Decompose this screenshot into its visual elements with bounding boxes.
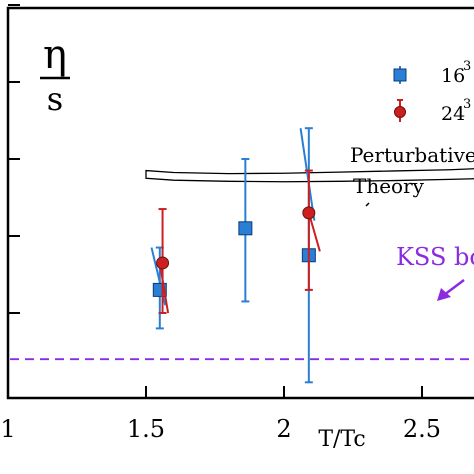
x-axis-label-text: T/Tc — [318, 427, 365, 452]
legend: 16 3 24 3 — [393, 59, 471, 125]
perturbative-label-line1: Perturbative — [350, 143, 474, 167]
x-ticks: 1 1.5 2 2.5 — [0, 386, 441, 443]
data-points — [150, 127, 321, 384]
square-marker — [238, 221, 253, 236]
series-1-point-1 — [302, 169, 321, 291]
legend-24-marker — [394, 106, 406, 118]
systematic-line — [158, 262, 170, 314]
series-1-point-0 — [156, 208, 170, 314]
perturbative-pointer — [365, 202, 370, 207]
y-ticks — [8, 4, 20, 314]
x-tick-label: 2.5 — [403, 415, 441, 443]
plot-frame — [6, 6, 474, 400]
x-axis-label: T/Tc — [318, 427, 365, 452]
systematic-line — [299, 128, 316, 221]
perturbative-label-line2: Theory — [353, 174, 425, 198]
x-tick-label: 1 — [0, 415, 15, 443]
legend-16-marker — [393, 68, 407, 82]
kss-bound-label: KSS bo — [396, 243, 474, 271]
legend-24-label: 24 — [441, 103, 465, 125]
series-0-point-1 — [238, 158, 253, 303]
kss-arrow — [437, 279, 465, 301]
systematic-line — [307, 212, 321, 252]
perturbative-theory-band — [145, 168, 474, 183]
x-tick-label: 2 — [276, 415, 291, 443]
x-tick-label: 1.5 — [127, 415, 165, 443]
legend-16-label: 16 — [441, 65, 465, 87]
legend-24-superscript: 3 — [463, 97, 471, 112]
y-axis-label: η s — [40, 32, 70, 118]
circle-marker — [156, 256, 170, 270]
y-label-eta: η — [43, 32, 67, 78]
legend-16-superscript: 3 — [463, 59, 471, 74]
circle-marker — [302, 206, 316, 220]
y-label-s: s — [47, 80, 63, 118]
